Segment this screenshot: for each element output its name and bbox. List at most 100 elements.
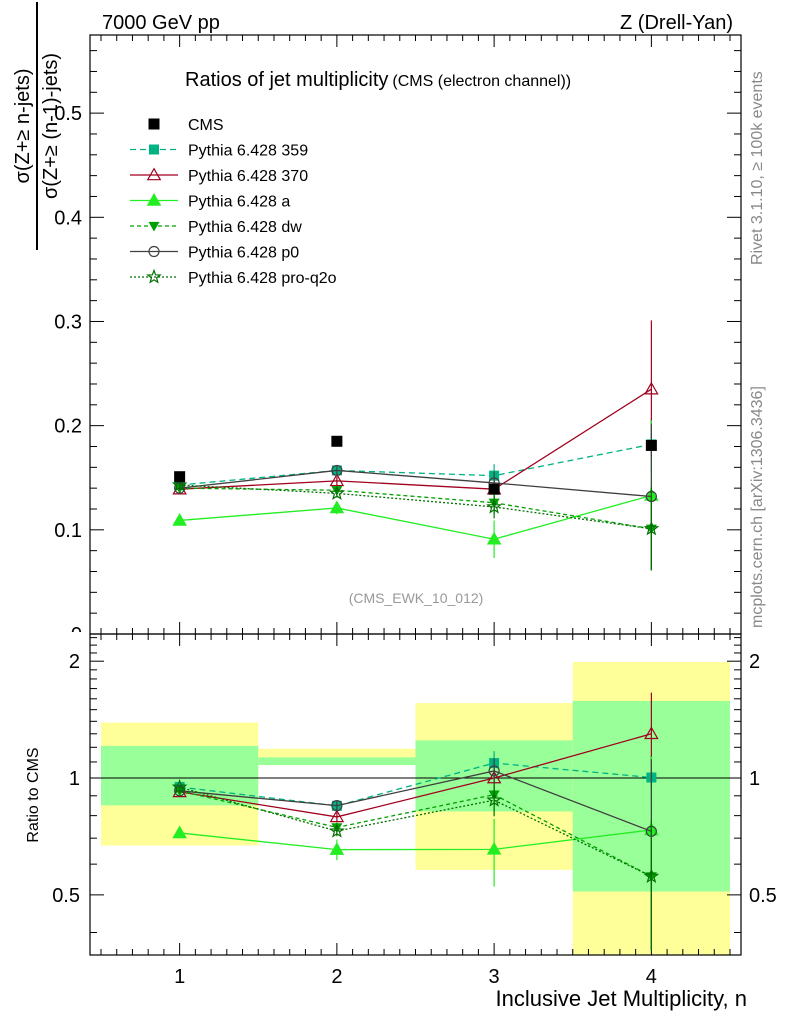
ratio-axes: 0.5 0.5 1 1 2 2: [52, 637, 777, 933]
marker-triangle: [172, 512, 187, 526]
ratio-series-line: [179, 829, 652, 851]
series-3: [174, 484, 657, 571]
marker-star: [329, 485, 345, 500]
series-line: [179, 494, 652, 540]
legend-entry-2: Pythia 6.428 a: [130, 193, 290, 211]
ratio-series-line: [179, 786, 652, 877]
x-tick-label: 2: [331, 966, 342, 988]
legend-entry-5: Pythia 6.428 pro-q2o: [130, 268, 337, 287]
series-line: [179, 443, 652, 486]
x-tick-label: 1: [174, 966, 185, 988]
series-5: [171, 476, 660, 571]
chart-title-line: Ratios of jet multiplicity (CMS (electron…: [185, 69, 571, 91]
marker-square: [331, 435, 343, 447]
chart-title: Ratios of jet multiplicity: [185, 69, 388, 91]
header-energy: 7000 GeV pp: [102, 12, 220, 34]
main-series: [171, 320, 660, 571]
series-line: [179, 469, 652, 498]
header-process: Z (Drell-Yan): [620, 12, 733, 34]
legend-entry-data: CMS: [148, 117, 224, 134]
marker-square: [148, 118, 160, 130]
legend-entry-4: Pythia 6.428 p0: [130, 245, 299, 262]
ratio-y-tick-label-right: 1: [749, 768, 760, 790]
x-tick-label: 3: [489, 966, 500, 988]
x-tick-label: 4: [646, 966, 657, 988]
legend-label: Pythia 6.428 a: [188, 194, 290, 211]
ratio-y-tick-label-right: 0.5: [749, 885, 777, 907]
y-tick-label: 0.5: [54, 103, 82, 125]
marker-circle: [148, 245, 160, 258]
ratio-series-line: [179, 762, 652, 807]
chart-subtitle: (CMS (electron channel)): [392, 73, 571, 90]
series-1: [172, 320, 659, 502]
y-tick-label-zero: 0: [71, 624, 82, 646]
analysis-tag: (CMS_EWK_10_012): [349, 590, 484, 606]
marker-triangle: [486, 841, 502, 855]
marker-square: [174, 471, 186, 483]
marker-triangle: [172, 825, 187, 839]
ratio-y-tick-label-right: 2: [749, 651, 760, 673]
marker-circle: [488, 765, 500, 777]
ratio-y-tick-label: 2: [69, 651, 80, 673]
legend-entry-3: Pythia 6.428 dw: [130, 219, 302, 236]
marker-triangle: [486, 531, 502, 545]
legend-label: Pythia 6.428 pro-q2o: [188, 270, 337, 287]
marker-triangle: [329, 842, 345, 855]
marker-star: [486, 498, 502, 514]
x-axis-title: Inclusive Jet Multiplicity, n: [496, 986, 747, 1011]
legend-label: Pythia 6.428 dw: [188, 219, 302, 236]
ratio-series-5: [171, 778, 660, 951]
marker-star: [171, 476, 188, 492]
legend-label: Pythia 6.428 359: [188, 143, 308, 160]
marker-triangle: [329, 809, 345, 823]
marker-square: [488, 483, 500, 495]
marker-star: [171, 778, 188, 794]
legend-label: CMS: [188, 117, 224, 134]
y-tick-label: 0.1: [54, 520, 82, 542]
marker-triangle: [146, 167, 162, 181]
ratio-y-tick-label: 0.5: [52, 885, 80, 907]
ratio-series-line: [179, 770, 652, 832]
ratio-band-inner: [258, 757, 416, 766]
y-tick-label: 0.3: [54, 311, 82, 333]
ratio-series-line: [179, 733, 652, 818]
rivet-label: Rivet 3.1.10, ≥ 100k events: [749, 71, 766, 265]
series-line: [179, 487, 652, 530]
series-0: [174, 418, 657, 491]
ratio-y-tick-label: 1: [69, 768, 80, 790]
marker-triangle-down: [148, 221, 160, 232]
y-axis-numerator: σ(Z+≥ n-jets): [12, 69, 34, 184]
main-axes: 0.1 0.2 0.3 0.4 0.5 0 1 2 3 4: [54, 35, 741, 988]
legend-label: Pythia 6.428 p0: [188, 245, 299, 262]
marker-triangle: [644, 381, 659, 395]
marker-triangle: [644, 726, 659, 740]
marker-star: [643, 520, 660, 536]
ratio-series: [171, 692, 660, 951]
series-line: [179, 388, 652, 490]
marker-star: [486, 792, 502, 807]
marker-star: [643, 868, 660, 883]
marker-circle: [331, 800, 343, 812]
marker-circle: [331, 464, 343, 477]
series-2: [172, 420, 659, 571]
ratio-frame: [89, 633, 742, 956]
legend-entry-1: Pythia 6.428 370: [130, 167, 308, 185]
series-line: [179, 484, 652, 530]
marker-triangle: [146, 193, 162, 206]
marker-square: [149, 144, 159, 155]
ratio-bands: [101, 662, 730, 955]
legend: CMS Pythia 6.428 359 Pythia 6.428 370 Pythi…: [130, 117, 337, 287]
marker-square: [645, 439, 657, 451]
legend-label: Pythia 6.428 370: [188, 168, 308, 185]
series-4: [174, 423, 657, 570]
marker-star: [329, 822, 345, 838]
marker-star: [146, 268, 162, 284]
y-axis-denominator: σ(Z+≥ (n-1)-jets): [40, 53, 62, 199]
ratio-y-axis-title: Ratio to CMS: [25, 747, 42, 842]
legend-entry-0: Pythia 6.428 359: [130, 143, 308, 160]
frames: [89, 34, 742, 956]
y-axis-title: σ(Z+≥ n-jets) σ(Z+≥ (n-1)-jets): [12, 2, 62, 250]
y-tick-label: 0.4: [54, 207, 82, 229]
mcplots-label: mcplots.cern.ch [arXiv:1306.3436]: [749, 386, 766, 628]
